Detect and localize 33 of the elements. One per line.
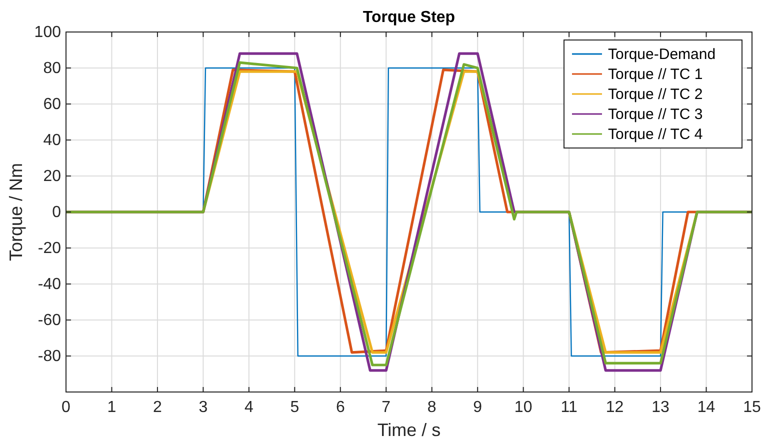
x-tick-label: 10 [514, 399, 532, 416]
y-tick-label: -20 [38, 240, 62, 257]
x-tick-label: 11 [560, 399, 578, 416]
x-tick-label: 5 [290, 399, 300, 416]
y-tick-label: 80 [43, 60, 62, 77]
y-tick-label: 20 [43, 168, 62, 185]
y-tick-label: 100 [34, 24, 62, 41]
y-axis-title: Torque / Nm [6, 162, 26, 262]
x-tick-label: 15 [743, 399, 761, 416]
x-tick-label: 9 [473, 399, 482, 416]
x-tick-label: 2 [153, 399, 162, 416]
legend-label: Torque-Demand [608, 46, 716, 63]
y-tick-label: 40 [43, 132, 62, 149]
y-tick-label: -60 [38, 312, 62, 329]
y-tick-label: -80 [38, 348, 62, 365]
legend-label: Torque // TC 4 [608, 126, 703, 143]
x-tick-label: 14 [697, 399, 716, 416]
y-tick-label: -40 [38, 276, 62, 293]
x-tick-label: 7 [382, 399, 391, 416]
x-tick-label: 13 [652, 399, 670, 416]
x-tick-label: 8 [427, 399, 436, 416]
legend-label: Torque // TC 1 [608, 66, 703, 83]
legend-label: Torque // TC 2 [608, 86, 703, 103]
x-axis-title: Time / s [377, 420, 441, 440]
x-tick-label: 4 [244, 399, 254, 416]
y-tick-label: 60 [43, 96, 62, 113]
chart-title: Torque Step [362, 9, 456, 26]
legend-label: Torque // TC 3 [608, 106, 703, 123]
x-tick-label: 3 [198, 399, 208, 416]
x-tick-label: 1 [107, 399, 116, 416]
x-tick-label: 12 [606, 399, 624, 416]
y-tick-label: 0 [52, 204, 62, 221]
x-tick-label: 6 [336, 399, 345, 416]
